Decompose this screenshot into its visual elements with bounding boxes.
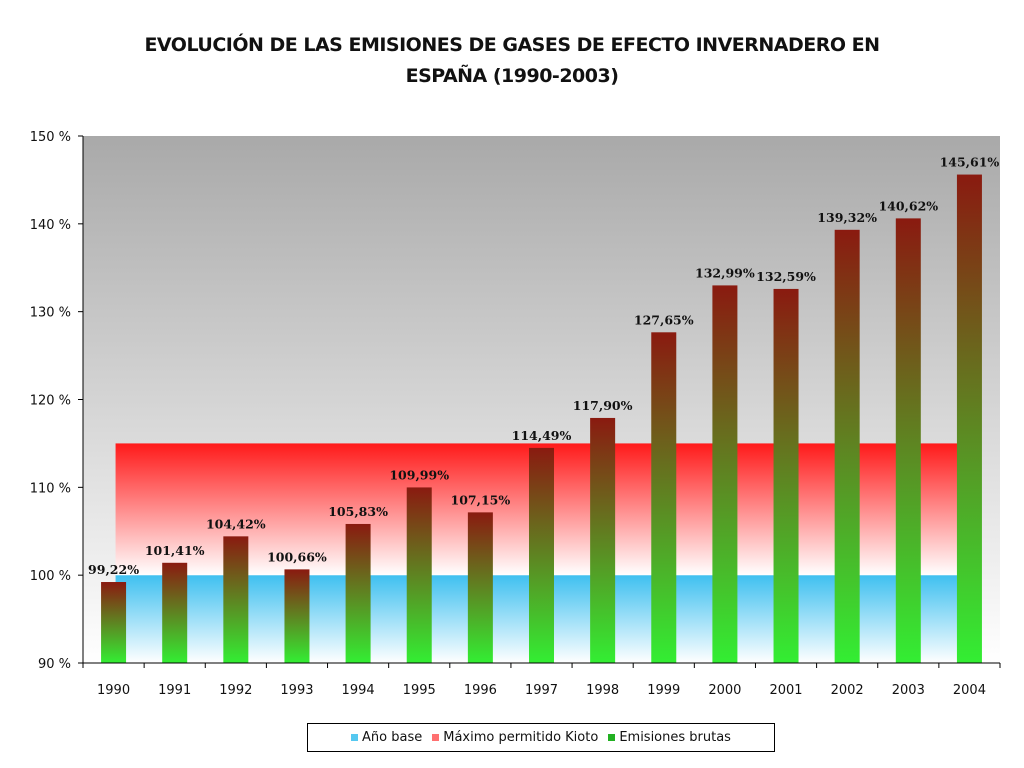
x-tick-label-1996: 1996	[464, 683, 497, 698]
data-label-2001: 132,59%	[756, 269, 816, 284]
chart-title-line-2: ESPAÑA (1990-2003)	[405, 65, 619, 87]
y-tick-label: 130 %	[30, 306, 71, 321]
bar-1990	[101, 582, 127, 663]
chart-title-line-1: EVOLUCIÓN DE LAS EMISIONES DE GASES DE E…	[144, 34, 880, 56]
x-tick-label-2004: 2004	[953, 683, 986, 698]
data-labels-layer: 99,22% 101,41%104,42% 100,66% 105,83% 109,99…	[88, 155, 999, 577]
data-label-1990: 99,22%	[88, 562, 139, 577]
legend-swatch-maximo-kioto	[432, 734, 440, 741]
bar-1997	[529, 447, 554, 663]
data-label-1994: 105,83%	[328, 504, 388, 519]
data-label-1997: 114,49%	[512, 428, 572, 443]
bars-layer	[101, 174, 982, 663]
x-tick-label-2000: 2000	[708, 683, 741, 698]
y-tick-label: 110 %	[30, 481, 71, 496]
bar-1996	[467, 512, 493, 663]
data-label-2002: 139,32%	[817, 210, 877, 225]
data-label-1998: 117,90%	[573, 398, 633, 413]
legend-label-ano-base: Año base	[362, 730, 423, 745]
x-tick-label-1999: 1999	[647, 683, 680, 698]
data-label-2000: 132,99%	[695, 265, 755, 280]
chart-legend: Año base Máximo permitido Kioto Emisione…	[307, 723, 775, 752]
bar-1994	[345, 523, 371, 663]
data-label-1996: 107,15%	[451, 492, 511, 507]
bar-1992	[223, 536, 249, 663]
x-tick-label-1995: 1995	[403, 683, 436, 698]
x-tick-label-2003: 2003	[892, 683, 925, 698]
data-label-1993: 100,66%	[267, 549, 327, 564]
legend-item-ano-base: Año base	[351, 730, 422, 745]
bar-1998	[590, 417, 616, 663]
data-label-1995: 109,99%	[389, 467, 449, 482]
data-label-2004: 145,61%	[940, 155, 1000, 170]
bar-2001	[773, 288, 799, 663]
data-label-2003: 140,62%	[878, 198, 938, 213]
y-tick-label: 150 %	[30, 130, 71, 145]
bar-1999	[651, 332, 677, 663]
legend-label-emisiones-brutas: Emisiones brutas	[619, 730, 731, 745]
bar-1993	[284, 569, 310, 663]
legend-label-maximo-kioto: Máximo permitido Kioto	[443, 730, 599, 745]
x-tick-label-1992: 1992	[219, 683, 252, 698]
axes-layer: 90 % 100 % 110 % 120 % 130 % 140 % 150 % 1990 19…	[30, 130, 1001, 698]
x-tick-label-2001: 2001	[769, 683, 802, 698]
bar-2002	[834, 229, 860, 663]
x-tick-label-1991: 1991	[158, 683, 191, 698]
legend-item-emisiones-brutas: Emisiones brutas	[608, 730, 731, 745]
y-tick-label: 100 %	[30, 569, 71, 584]
y-tick-label: 90 %	[38, 657, 71, 672]
legend-item-maximo-kioto: Máximo permitido Kioto	[432, 730, 598, 745]
bar-2003	[895, 218, 921, 663]
bar-1995	[406, 487, 432, 663]
bar-2000	[712, 285, 738, 663]
x-tick-label-2002: 2002	[831, 683, 864, 698]
data-label-1992: 104,42%	[206, 516, 266, 531]
bar-1991	[162, 562, 188, 663]
y-tick-label: 140 %	[30, 218, 71, 233]
y-tick-label: 120 %	[30, 394, 71, 409]
x-tick-label-1994: 1994	[342, 683, 375, 698]
bar-2004	[956, 174, 982, 663]
x-tick-label-1993: 1993	[280, 683, 313, 698]
legend-swatch-ano-base	[351, 734, 359, 741]
x-tick-label-1990: 1990	[97, 683, 130, 698]
data-label-1999: 127,65%	[634, 312, 694, 327]
x-tick-label-1997: 1997	[525, 683, 558, 698]
legend-swatch-emisiones-brutas	[608, 734, 616, 741]
chart-title: EVOLUCIÓN DE LAS EMISIONES DE GASES DE E…	[0, 30, 1024, 92]
data-label-1991: 101,41%	[145, 543, 205, 558]
x-tick-label-1998: 1998	[586, 683, 619, 698]
